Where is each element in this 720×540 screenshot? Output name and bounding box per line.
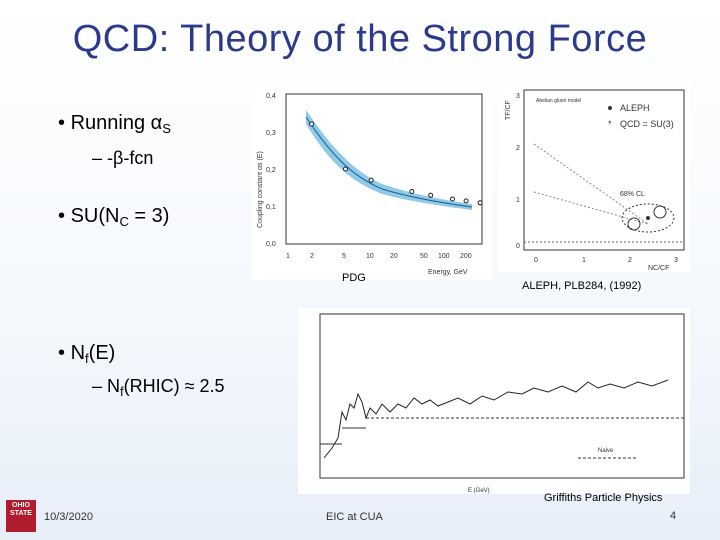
data-point (477, 200, 483, 206)
model-circle (627, 217, 641, 231)
y-tick-label: 2 (516, 145, 520, 152)
data-point (343, 166, 348, 172)
y-tick-label: 0 (516, 243, 520, 250)
model-circle (653, 205, 667, 219)
caption-pdg: PDG (342, 272, 366, 284)
alpha-s-band (306, 110, 472, 210)
r-data-trace (323, 379, 669, 459)
y-tick-label: 0,0 (266, 241, 276, 248)
y-axis-label: Coupling constant αs (E) (257, 151, 264, 228)
alpha-s-points (309, 121, 483, 206)
caption-aleph: ALEPH, PLB284, (1992) (522, 280, 642, 292)
plot-frame (285, 93, 483, 245)
bullet-text: N (70, 342, 86, 364)
x-tick-label: 10 (366, 253, 374, 260)
y-tick-label: 0,4 (266, 93, 276, 100)
footer-date: 10/3/2020 (44, 511, 93, 523)
data-point (450, 196, 455, 202)
x-axis-label: NC/CF (648, 265, 669, 272)
bullet-dot: • (58, 112, 66, 134)
legend-aleph: ALEPH (620, 103, 650, 113)
x-tick-label: 20 (390, 253, 398, 260)
cl-ellipse (621, 203, 675, 233)
legend-marker-aleph (608, 106, 612, 110)
top-note: Abelian gluon model (536, 98, 581, 104)
bullet-tail: = 3) (128, 205, 170, 227)
x-tick-label: 0 (534, 257, 538, 264)
bullet-dot: • (58, 205, 66, 227)
y-axis-label: TF/CF (505, 100, 512, 120)
caption-griffiths: Griffiths Particle Physics (544, 492, 663, 504)
nc-subscript: C (119, 214, 129, 229)
data-point (463, 198, 469, 204)
dash-tail: (RHIC) ≈ 2.5 (123, 376, 225, 396)
x-axis-label: E (GeV) (468, 488, 490, 494)
bullet-tail: (E) (88, 342, 116, 364)
x-tick-label: 1 (286, 253, 290, 260)
y-tick-label: 3 (516, 93, 520, 100)
alpha-s-plot: 0,4 0,3 0,2 0,1 0,0 1 2 5 10 20 50 100 2… (252, 88, 492, 280)
logo-line-1: OHIO (12, 502, 30, 509)
data-point (428, 192, 434, 198)
data-point (409, 189, 415, 194)
x-tick-label: 2 (310, 253, 314, 260)
alpha-s-curve (305, 116, 473, 208)
bullet-su-nc: • SU(NC = 3) (58, 205, 169, 229)
nf-subscript: f (120, 384, 124, 399)
legend-qcd: QCD = SU(3) (620, 119, 674, 129)
naive-label: Naive (598, 448, 614, 454)
alpha-s-plot-svg: 0,4 0,3 0,2 0,1 0,0 1 2 5 10 20 50 100 2… (257, 93, 483, 276)
y-tick-label: 0,3 (266, 130, 276, 137)
x-tick-label: 1 (582, 257, 586, 264)
x-tick-label: 50 (420, 253, 428, 260)
university-logo: OHIO STATE (6, 500, 36, 532)
y-tick-label: 1 (516, 197, 520, 204)
data-point (309, 121, 315, 127)
x-tick-label: 100 (438, 253, 450, 260)
r-ratio-plot: Naive E (GeV) (298, 308, 690, 494)
bullet-text: SU(N (70, 205, 120, 227)
plot-frame (319, 313, 685, 479)
bullet-dot: • (58, 342, 66, 364)
y-tick-label: 0,1 (266, 204, 276, 211)
aleph-point (646, 216, 650, 220)
x-tick-label: 200 (460, 253, 472, 260)
guide-line (533, 143, 649, 225)
cl-label: 68% CL (620, 191, 645, 198)
slide-title: QCD: Theory of the Strong Force (72, 18, 648, 60)
legend-marker-qcd: * (608, 119, 612, 129)
x-axis-label: Energy, GeV (428, 269, 468, 276)
alpha-symbol: α (150, 112, 163, 134)
data-point (368, 177, 374, 183)
sub-bullet-nf-rhic: – Nf(RHIC) ≈ 2.5 (92, 376, 225, 399)
logo-line-2: STATE (10, 510, 32, 517)
bullet-text: Running (70, 112, 151, 134)
r-ratio-plot-svg: Naive E (GeV) (319, 313, 685, 494)
bullet-nf: • Nf(E) (58, 342, 115, 366)
x-tick-label: 2 (628, 257, 632, 264)
y-tick-label: 0,2 (266, 167, 276, 174)
plot-frame (523, 89, 685, 251)
nf-subscript: f (85, 351, 89, 366)
dash-text: – N (92, 376, 121, 396)
footer-center: EIC at CUA (326, 511, 383, 523)
alpha-subscript: S (162, 121, 171, 136)
x-tick-label: 5 (342, 253, 346, 260)
sub-bullet-beta: – -β-fcn (92, 148, 154, 168)
x-tick-label: 3 (674, 257, 678, 264)
aleph-plot: 3 2 1 0 0 1 2 3 NC/CF TF/CF Abelian gluo… (498, 84, 690, 272)
bullet-running-alpha: • Running αS (58, 112, 171, 136)
aleph-plot-svg: 3 2 1 0 0 1 2 3 NC/CF TF/CF Abelian gluo… (505, 89, 685, 272)
slide-number: 4 (670, 510, 677, 522)
